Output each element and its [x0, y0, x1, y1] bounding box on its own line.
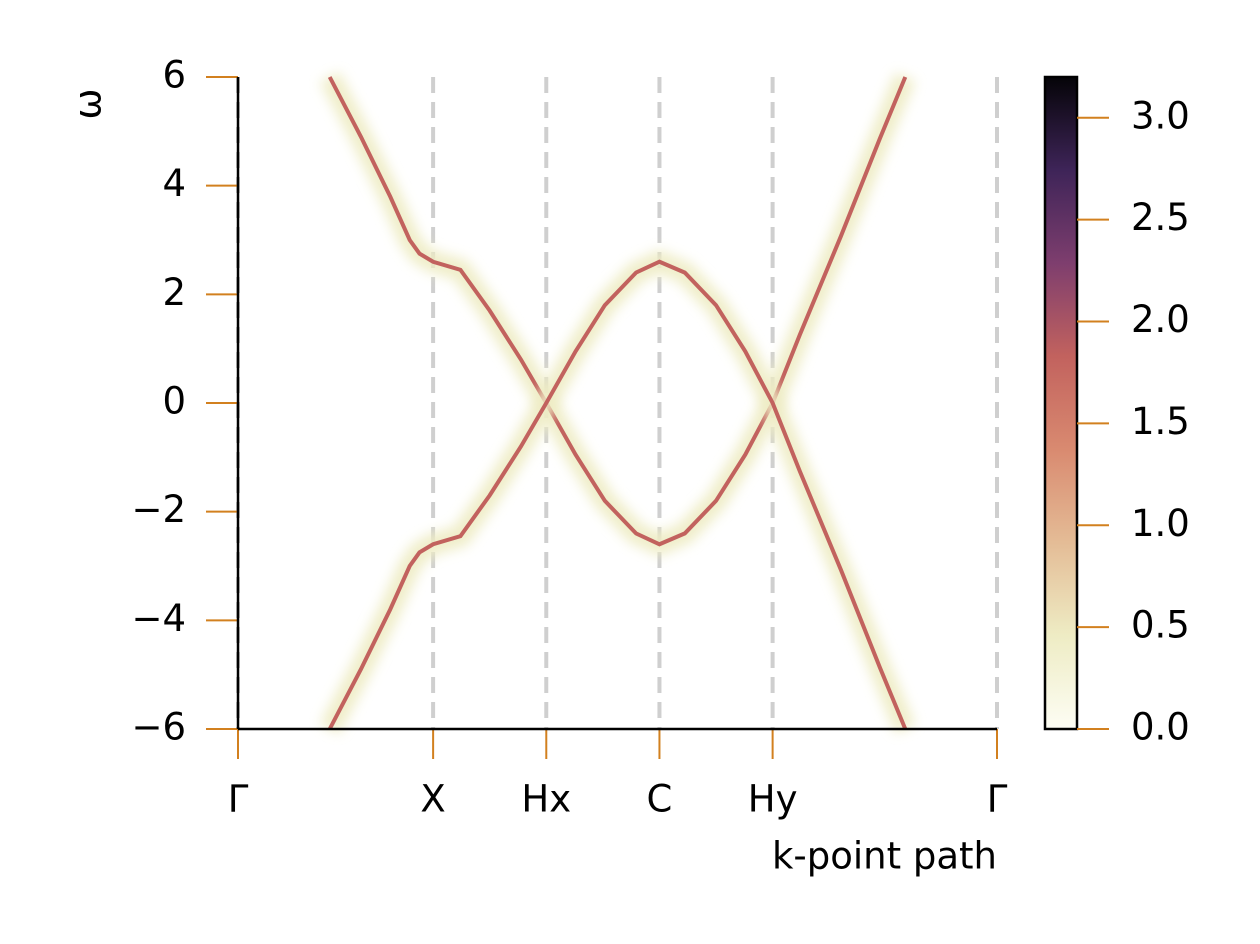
band-glow — [319, 249, 916, 735]
colorbar-tick-label: 3.0 — [1131, 94, 1190, 137]
colorbar-tick-label: 0.0 — [1131, 706, 1190, 749]
y-tick-label: −2 — [131, 488, 186, 531]
band-line — [327, 259, 908, 730]
x-tick-label: Hy — [748, 778, 798, 821]
x-tick-label: Γ — [987, 778, 1008, 821]
colorbar-tick-label: 2.5 — [1131, 196, 1190, 239]
y-tick-label: −4 — [131, 597, 186, 640]
colorbar-tick-label: 1.5 — [1131, 400, 1190, 443]
y-tick-label: 4 — [162, 162, 186, 205]
colorbar-tick-label: 0.5 — [1131, 604, 1190, 647]
y-axis-label: ω — [67, 89, 110, 120]
y-tick-label: −6 — [131, 706, 186, 749]
x-tick-label: Hx — [521, 778, 571, 821]
colorbar — [1043, 75, 1079, 731]
colorbar-tick-label: 2.0 — [1131, 298, 1190, 341]
x-tick-label: X — [420, 778, 445, 821]
x-tick-label: C — [647, 778, 673, 821]
y-tick-label: 0 — [162, 380, 186, 423]
x-axis-label: k-point path — [772, 835, 997, 878]
band-line — [327, 76, 908, 547]
y-tick-label: 2 — [162, 271, 186, 314]
band-glow — [319, 71, 916, 557]
colorbar-tick-label: 1.0 — [1131, 502, 1190, 545]
x-tick-label: Γ — [228, 778, 249, 821]
y-tick-label: 6 — [162, 54, 186, 97]
